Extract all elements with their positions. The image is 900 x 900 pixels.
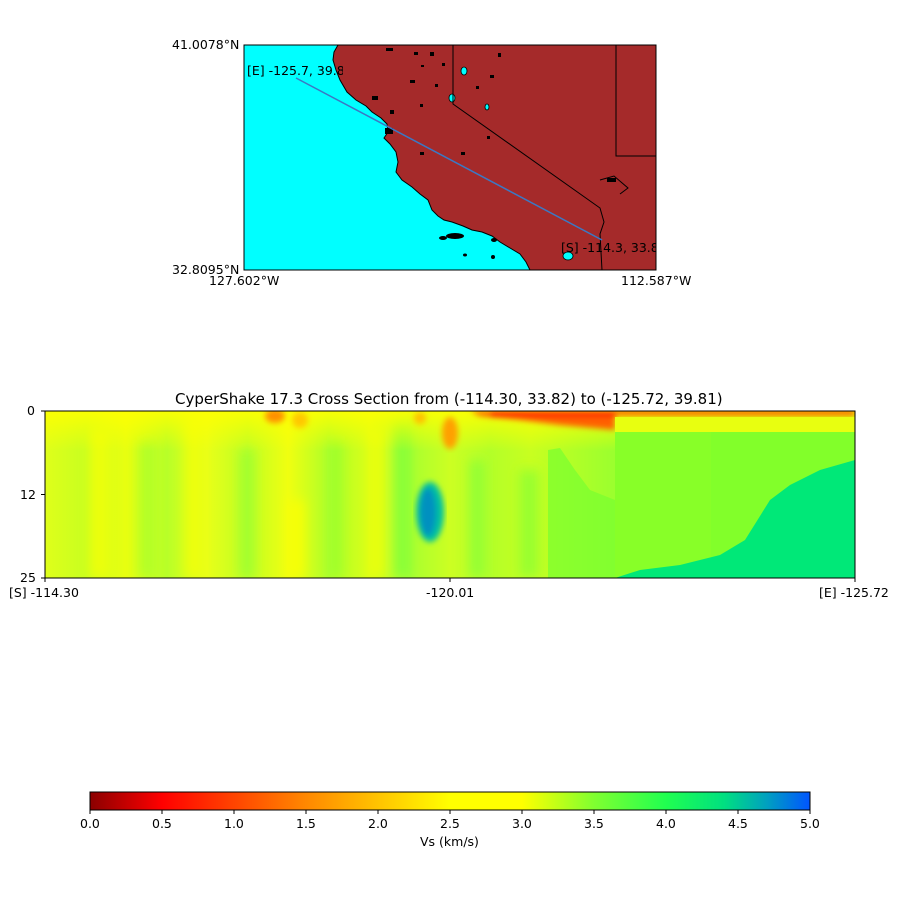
colorbar-tick-label: 2.0	[368, 816, 388, 831]
map-lon-left-label: 127.602°W	[209, 273, 280, 288]
colorbar-tick-label: 4.5	[728, 816, 748, 831]
map-lat-top-label: 41.0078°N	[172, 37, 240, 52]
map-lon-right-label: 112.587°W	[621, 273, 692, 288]
colorbar-label: Vs (km/s)	[420, 834, 479, 849]
cross-section-line	[295, 77, 603, 241]
x-tick-label: -120.01	[426, 585, 475, 600]
x-tick-label: [S] -114.30	[9, 585, 79, 600]
colorbar-tick-label: 1.5	[296, 816, 316, 831]
map-start-point-label: [S] -114.3, 33.8	[561, 242, 656, 255]
lake	[484, 103, 490, 111]
cs-block-top	[615, 417, 855, 432]
map-panel	[244, 45, 656, 270]
y-tick-label: 12	[20, 487, 36, 502]
cs-fast-zone	[615, 460, 855, 578]
cs-low-anomaly	[416, 482, 444, 542]
colorbar-tick-label: 5.0	[800, 816, 820, 831]
colorbar-tick-label: 1.0	[224, 816, 244, 831]
cs-right-zone	[548, 448, 615, 578]
x-tick-label: [E] -125.72	[819, 585, 889, 600]
state-borders	[452, 45, 656, 270]
map-frame	[243, 44, 657, 271]
y-tick-label: 25	[20, 570, 36, 585]
island	[439, 236, 447, 240]
map-lat-bottom-label: 32.8095°N	[172, 262, 240, 277]
map-land	[332, 45, 656, 270]
colorbar-tick-label: 0.5	[152, 816, 172, 831]
colorbar	[89, 791, 811, 811]
y-tick-label: 0	[27, 403, 35, 418]
island	[463, 253, 467, 257]
lake	[448, 93, 456, 103]
colorbar-tick-label: 3.0	[512, 816, 532, 831]
cs-block-a	[615, 430, 711, 578]
colorbar-tick-label: 0.0	[80, 816, 100, 831]
colorbar-tick-label: 4.0	[656, 816, 676, 831]
lake	[460, 66, 468, 76]
cs-surface	[265, 411, 855, 449]
colorbar-ticks	[89, 810, 811, 814]
cross-section-plot	[45, 411, 855, 578]
colorbar-tick-label: 2.5	[440, 816, 460, 831]
chart-title: CyperShake 17.3 Cross Section from (-114…	[175, 390, 723, 408]
map-end-point-label: [E] -125.7, 39.8	[247, 65, 343, 78]
island	[491, 238, 497, 242]
colorbar-tick-label: 3.5	[584, 816, 604, 831]
cs-ticks	[41, 410, 856, 582]
island	[491, 255, 495, 259]
island	[446, 233, 464, 239]
lake	[562, 251, 574, 261]
map-specks	[372, 48, 616, 182]
